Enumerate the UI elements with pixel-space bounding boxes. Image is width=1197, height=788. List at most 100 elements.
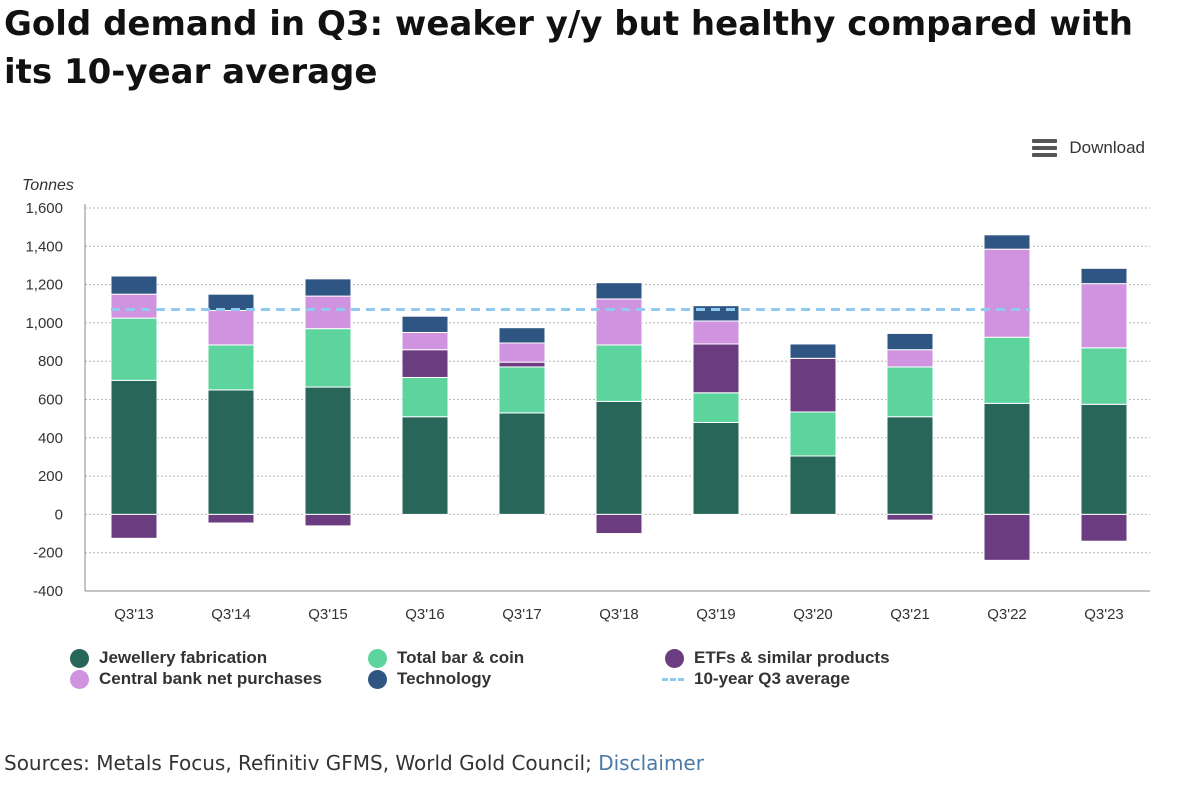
- bar-segment-bar-coin[interactable]: [595, 344, 643, 402]
- bar-segment-jewellery[interactable]: [886, 416, 934, 515]
- bar-segment-bar-coin[interactable]: [110, 317, 158, 381]
- y-tick-label: -200: [33, 545, 63, 562]
- legend-label-central-bank: Central bank net purchases: [99, 669, 322, 688]
- bar-segment-jewellery[interactable]: [498, 412, 546, 515]
- hamburger-menu-icon[interactable]: [1032, 139, 1058, 157]
- bar-segment-etfs[interactable]: [401, 349, 449, 378]
- bar-segment-bar-coin[interactable]: [1080, 347, 1128, 405]
- legend-swatch-central-bank: [70, 669, 89, 689]
- sources-text: Sources: Metals Focus, Refinitiv GFMS, W…: [4, 751, 599, 775]
- legend-item-average[interactable]: 10-year Q3 average: [662, 669, 850, 689]
- bar-segment-etfs[interactable]: [595, 513, 643, 535]
- y-tick-label: -400: [33, 583, 63, 600]
- bar-segment-central-bank[interactable]: [498, 342, 546, 363]
- bar-segment-bar-coin[interactable]: [401, 376, 449, 418]
- legend-item-jewellery[interactable]: Jewellery fabrication: [70, 648, 267, 668]
- bar-segment-bar-coin[interactable]: [207, 344, 255, 391]
- bar-segment-technology[interactable]: [498, 327, 546, 344]
- legend-item-bar-coin[interactable]: Total bar & coin: [368, 648, 524, 668]
- bar-segment-jewellery[interactable]: [207, 389, 255, 515]
- bar-segment-bar-coin[interactable]: [983, 336, 1031, 404]
- bar-segment-central-bank[interactable]: [207, 309, 255, 346]
- bar-segment-technology[interactable]: [401, 315, 449, 333]
- x-tick-label: Q3'19: [696, 606, 736, 623]
- y-tick-label: 200: [38, 468, 63, 485]
- bar-segment-central-bank[interactable]: [595, 298, 643, 346]
- x-tick-label: Q3'20: [793, 606, 833, 623]
- y-tick-label: 1,600: [25, 200, 63, 217]
- bar-segment-central-bank[interactable]: [401, 331, 449, 351]
- download-label: Download: [1069, 138, 1145, 157]
- legend-label-etfs: ETFs & similar products: [694, 648, 890, 667]
- bar-segment-central-bank[interactable]: [983, 248, 1031, 338]
- bar-segment-technology[interactable]: [595, 282, 643, 300]
- x-tick-label: Q3'18: [599, 606, 639, 623]
- y-tick-label: 1,000: [25, 315, 63, 332]
- x-tick-label: Q3'23: [1084, 606, 1124, 623]
- legend-swatch-technology: [368, 669, 387, 689]
- bar-segment-jewellery[interactable]: [401, 416, 449, 515]
- x-tick-label: Q3'14: [211, 606, 251, 623]
- download-button[interactable]: Download: [1032, 138, 1145, 158]
- x-tick-label: Q3'22: [987, 606, 1027, 623]
- bar-segment-technology[interactable]: [110, 275, 158, 295]
- x-tick-label: Q3'17: [502, 606, 542, 623]
- bar-segment-jewellery[interactable]: [692, 421, 740, 515]
- y-tick-label: 600: [38, 392, 63, 409]
- bar-segment-etfs[interactable]: [1080, 513, 1128, 542]
- bar-segment-etfs[interactable]: [983, 513, 1031, 561]
- x-tick-label: Q3'21: [890, 606, 930, 623]
- y-axis-title: Tonnes: [22, 177, 74, 194]
- x-tick-label: Q3'16: [405, 606, 445, 623]
- bar-segment-etfs[interactable]: [110, 513, 158, 539]
- bar-segment-central-bank[interactable]: [110, 293, 158, 319]
- x-tick-label: Q3'15: [308, 606, 348, 623]
- bar-segment-technology[interactable]: [304, 278, 352, 297]
- legend-swatch-bar-coin: [368, 648, 387, 668]
- bar-segment-technology[interactable]: [983, 234, 1031, 250]
- bar-segment-central-bank[interactable]: [304, 295, 352, 330]
- bar-segment-bar-coin[interactable]: [304, 328, 352, 388]
- legend-item-etfs[interactable]: ETFs & similar products: [665, 648, 890, 668]
- legend-swatch-average: [662, 677, 684, 681]
- y-tick-label: 800: [38, 353, 63, 370]
- bar-segment-etfs[interactable]: [692, 343, 740, 394]
- bar-segment-bar-coin[interactable]: [692, 392, 740, 423]
- legend-label-average: 10-year Q3 average: [694, 669, 850, 688]
- bar-segment-technology[interactable]: [886, 332, 934, 351]
- bar-segment-jewellery[interactable]: [595, 400, 643, 515]
- bar-segment-etfs[interactable]: [304, 513, 352, 527]
- chart-title: Gold demand in Q3: weaker y/y but health…: [4, 4, 1133, 92]
- bar-segment-jewellery[interactable]: [1080, 403, 1128, 515]
- legend-label-jewellery: Jewellery fabrication: [99, 648, 268, 667]
- bar-segment-etfs[interactable]: [207, 513, 255, 524]
- legend-label-bar-coin: Total bar & coin: [397, 648, 525, 667]
- bar-segment-technology[interactable]: [692, 305, 740, 322]
- y-tick-label: 1,200: [25, 277, 63, 294]
- bar-segment-etfs[interactable]: [498, 361, 546, 368]
- bar-segment-central-bank[interactable]: [692, 320, 740, 345]
- bar-segment-jewellery[interactable]: [983, 402, 1031, 515]
- y-tick-label: 0: [55, 506, 63, 523]
- bar-segment-central-bank[interactable]: [886, 349, 934, 368]
- bar-segment-etfs[interactable]: [886, 513, 934, 521]
- y-tick-label: 1,400: [25, 238, 63, 255]
- bar-segment-jewellery[interactable]: [110, 379, 158, 515]
- legend-item-technology[interactable]: Technology: [368, 669, 491, 689]
- legend: Jewellery fabrication Total bar & coin E…: [70, 648, 970, 692]
- disclaimer-link[interactable]: Disclaimer: [598, 751, 704, 775]
- sources-line: Sources: Metals Focus, Refinitiv GFMS, W…: [4, 751, 704, 775]
- bar-segment-technology[interactable]: [789, 343, 837, 359]
- bar-segment-etfs[interactable]: [789, 357, 837, 413]
- bar-segment-central-bank[interactable]: [1080, 283, 1128, 349]
- y-tick-label: 400: [38, 430, 63, 447]
- bar-segment-bar-coin[interactable]: [789, 411, 837, 457]
- legend-swatch-jewellery: [70, 648, 89, 668]
- bar-segment-bar-coin[interactable]: [886, 366, 934, 418]
- legend-swatch-etfs: [665, 648, 684, 668]
- bar-segment-jewellery[interactable]: [789, 455, 837, 515]
- bar-segment-technology[interactable]: [1080, 267, 1128, 285]
- bar-segment-jewellery[interactable]: [304, 386, 352, 515]
- bar-segment-bar-coin[interactable]: [498, 366, 546, 414]
- legend-item-central-bank[interactable]: Central bank net purchases: [70, 669, 322, 689]
